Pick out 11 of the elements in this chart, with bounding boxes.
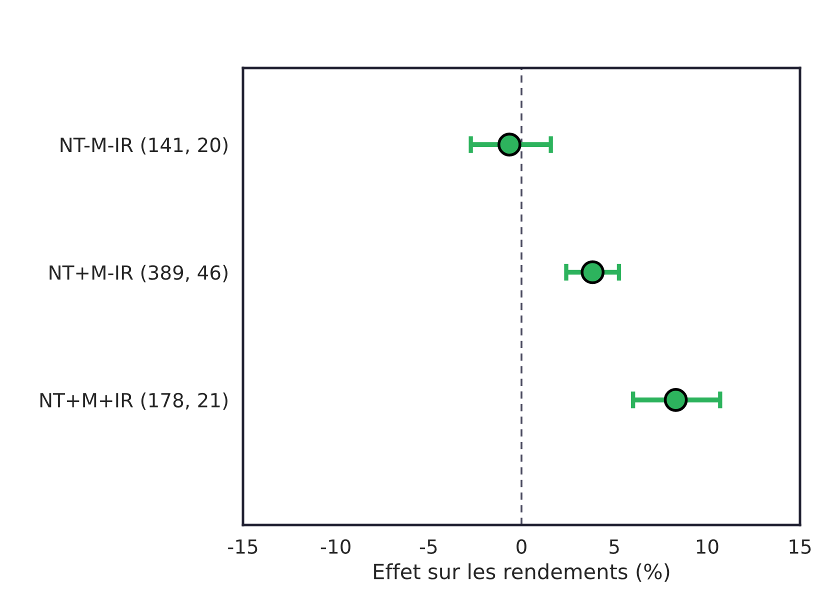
x-axis-title: Effet sur les rendements (%) — [374, 563, 670, 582]
x-tick-label: -10 — [320, 539, 350, 554]
x-tick-label: 10 — [696, 539, 718, 554]
x-tick-label: 0 — [516, 539, 526, 554]
x-tick-label: 15 — [790, 539, 811, 554]
y-tick-label: NT+M-IR (389, 46) — [50, 264, 228, 282]
x-tick-label: -5 — [420, 539, 437, 554]
x-tick-label: -15 — [228, 539, 258, 554]
y-tick-label: NT+M+IR (178, 21) — [40, 392, 228, 410]
y-tick-label: NT-M-IR (141, 20) — [60, 137, 228, 155]
x-tick-label: 5 — [610, 539, 619, 554]
